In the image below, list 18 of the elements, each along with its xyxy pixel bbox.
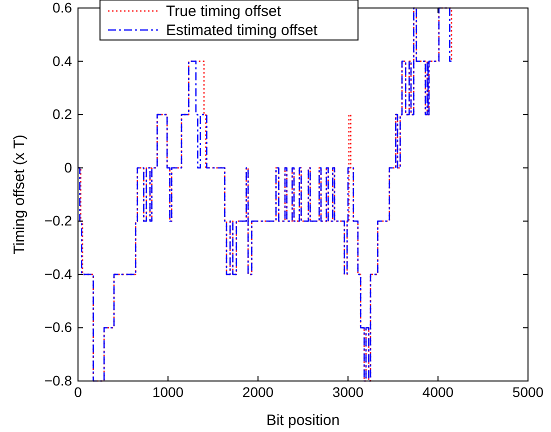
- y-tick-label: −0.2: [44, 212, 72, 229]
- legend-label: True timing offset: [166, 3, 282, 20]
- y-axis-title: Timing offset (x T): [11, 134, 28, 254]
- y-tick-label: −0.4: [44, 266, 72, 282]
- y-tick-label: −0.6: [44, 319, 72, 336]
- legend-label: Estimated timing offset: [166, 22, 318, 39]
- y-tick-label: 0.6: [52, 0, 72, 16]
- y-tick-label: 0: [64, 159, 72, 176]
- x-tick-label: 4000: [422, 384, 454, 400]
- y-tick-label: 0.2: [52, 106, 72, 122]
- x-tick-label: 2000: [242, 384, 274, 400]
- x-tick-label: 1000: [152, 384, 184, 400]
- x-tick-label: 3000: [332, 384, 364, 400]
- x-tick-label: 5000: [512, 384, 544, 400]
- x-tick-label: 0: [74, 384, 82, 400]
- y-tick-label: −0.8: [44, 372, 72, 388]
- y-tick-label: 0.4: [52, 52, 72, 69]
- x-axis-title: Bit position: [266, 412, 340, 429]
